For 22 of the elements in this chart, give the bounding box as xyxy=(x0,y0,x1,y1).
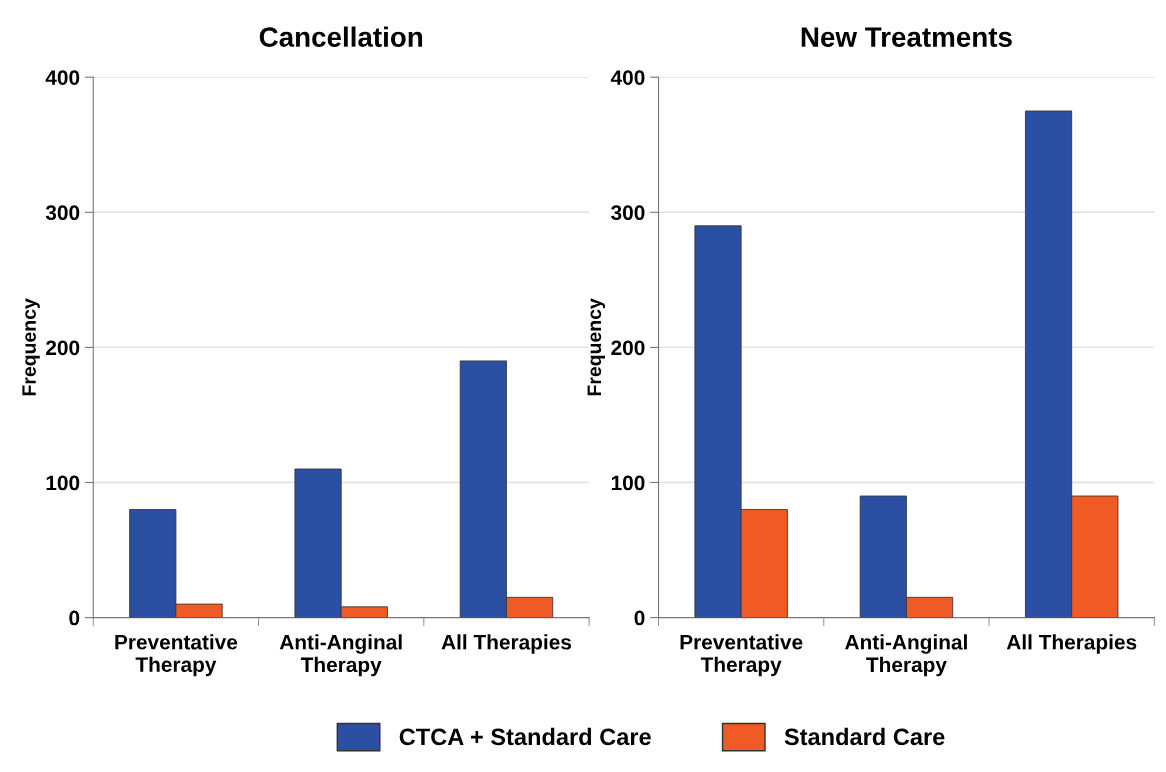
legend-label: Standard Care xyxy=(784,727,945,746)
x-tick-label: Preventative Therapy xyxy=(680,634,803,677)
legend-label: CTCA + Standard Care xyxy=(399,727,651,746)
x-tick-label: All Therapies xyxy=(1006,634,1137,654)
y-axis-title: Frequency xyxy=(587,298,606,396)
y-tick-label: 0 xyxy=(634,610,645,626)
x-tick-label: All Therapies xyxy=(441,634,572,654)
x-tick-label: Preventative Therapy xyxy=(115,634,238,677)
y-tick-label: 100 xyxy=(46,475,80,491)
y-tick-label: 100 xyxy=(611,475,645,491)
y-tick-label: 200 xyxy=(611,340,645,356)
y-axis-title: Frequency xyxy=(22,298,40,396)
x-tick-label: Anti-Anginal Therapy xyxy=(279,634,402,677)
y-tick-label: 0 xyxy=(69,610,80,626)
y-tick-label: 300 xyxy=(45,205,80,221)
y-tick-label: 200 xyxy=(46,340,80,356)
chart-title: New Treatments xyxy=(801,27,1012,47)
chart-title: Cancellation xyxy=(259,26,423,47)
y-tick-label: 400 xyxy=(610,70,645,85)
x-tick-label: Anti-Anginal Therapy xyxy=(845,634,967,677)
y-tick-label: 300 xyxy=(611,205,645,221)
y-tick-label: 400 xyxy=(45,70,80,85)
